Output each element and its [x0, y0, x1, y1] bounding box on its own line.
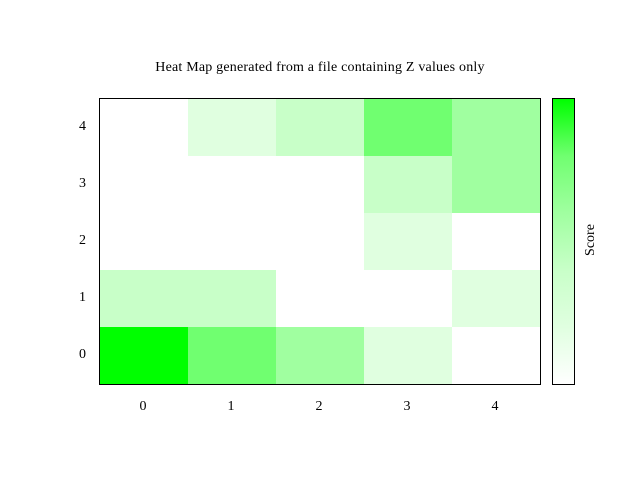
heatmap-cell-x0-y4: [100, 99, 188, 156]
colorbar-label: Score: [583, 224, 598, 256]
x-axis-tick-label-3: 3: [403, 399, 411, 414]
heatmap-cell-x3-y0: [364, 327, 452, 384]
heatmap-cell-x4-y1: [452, 270, 540, 327]
y-axis-tick-label-0: 0: [79, 346, 86, 362]
heatmap-cell-x4-y0: [452, 327, 540, 384]
chart-title: Heat Map generated from a file containin…: [155, 60, 485, 75]
heatmap-cell-x2-y4: [276, 99, 364, 156]
heatmap-cell-x3-y3: [364, 156, 452, 213]
y-axis-tick-label-3: 3: [79, 175, 86, 191]
heatmap-cell-x1-y0: [188, 327, 276, 384]
x-axis-tick-label-2: 2: [315, 399, 323, 414]
heatmap-cell-x0-y0: [100, 327, 188, 384]
x-axis-tick-label-0: 0: [139, 399, 147, 414]
heatmap-cell-x3-y4: [364, 99, 452, 156]
heatmap-cell-x0-y3: [100, 156, 188, 213]
heatmap-grid: [99, 98, 541, 385]
x-axis-tick-label-1: 1: [227, 399, 235, 414]
heatmap-cell-x4-y4: [452, 99, 540, 156]
heatmap-cell-x2-y3: [276, 156, 364, 213]
heatmap-cell-x1-y3: [188, 156, 276, 213]
heatmap-cell-x1-y2: [188, 213, 276, 270]
heatmap-cell-x0-y2: [100, 213, 188, 270]
heatmap-cell-x4-y3: [452, 156, 540, 213]
heatmap-cell-x2-y1: [276, 270, 364, 327]
colorbar-gradient: [552, 98, 575, 385]
heatmap-cell-x3-y1: [364, 270, 452, 327]
heatmap-cell-x4-y2: [452, 213, 540, 270]
heatmap-cell-x1-y4: [188, 99, 276, 156]
x-axis-tick-label-4: 4: [491, 399, 499, 414]
y-axis-tick-label-1: 1: [79, 289, 86, 305]
heatmap-cell-x2-y2: [276, 213, 364, 270]
y-axis-tick-label-4: 4: [79, 118, 86, 134]
heatmap-cell-x2-y0: [276, 327, 364, 384]
heatmap-cell-x1-y1: [188, 270, 276, 327]
y-axis-tick-label-2: 2: [79, 232, 86, 248]
heatmap-cell-x3-y2: [364, 213, 452, 270]
heatmap-cell-x0-y1: [100, 270, 188, 327]
